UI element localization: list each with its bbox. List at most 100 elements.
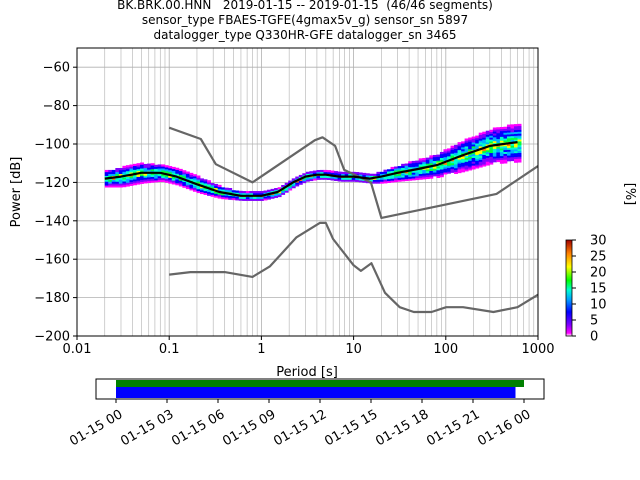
density-cell [478,161,483,164]
density-cell [390,180,395,183]
density-cell [446,150,451,153]
density-cell [492,140,497,144]
density-cell [189,172,194,176]
density-cell [457,157,462,160]
density-cell [482,156,487,159]
density-cell [496,134,501,138]
density-cell [171,182,176,185]
density-cell [454,152,458,155]
density-cell [468,154,473,158]
density-cell [468,139,473,142]
coverage-tick-label: 01-15 15 [322,407,380,449]
density-cell [200,187,204,191]
density-cell [175,171,180,174]
density-cell [478,165,483,168]
density-cell [235,190,240,193]
density-cell [468,152,473,156]
density-cell [478,157,483,160]
density-cell [425,161,430,164]
density-cell [432,158,437,162]
density-cell [485,130,490,133]
density-cell [111,185,116,188]
density-cell [422,169,427,172]
density-cell [397,166,402,169]
density-cell [291,182,296,185]
density-cell [129,176,134,179]
density-cell [514,133,518,136]
density-cell [147,178,152,182]
density-cell [192,187,197,190]
density-cell [514,154,518,158]
density-cell [129,166,134,169]
density-cell [231,192,236,195]
density-cell [125,182,130,185]
coverage-tick-label: 01-15 09 [220,407,278,449]
density-cell [443,149,448,152]
density-cell [242,196,247,200]
density-cell [411,160,416,164]
density-cell [348,177,353,180]
colorbar-tick-label: 20 [590,266,607,281]
density-cell [478,132,483,135]
density-cell [436,156,441,159]
density-cell [499,148,504,151]
density-cell [161,168,166,171]
coverage-tick-label: 01-15 06 [169,407,227,449]
density-cell [379,173,384,176]
density-cell [118,171,123,175]
density-cell [182,185,187,188]
density-cell [432,154,437,158]
density-cell [482,137,487,140]
density-cell [182,175,187,179]
density-cell [432,174,437,177]
density-cell [475,160,480,163]
density-cell [150,180,155,183]
density-cell [401,177,406,180]
density-cell [514,156,518,159]
density-cell [517,150,522,153]
density-cell [210,183,215,186]
density-cell [454,158,458,161]
density-cell [164,178,169,181]
density-cell [214,187,219,190]
density-cell [217,196,222,199]
density-cell [115,173,120,176]
density-cell [224,189,229,192]
density-cell [468,137,473,140]
density-cell [154,174,159,177]
density-cell [506,155,511,158]
density-cell [489,139,494,142]
density-cell [383,171,388,174]
density-cell [464,140,469,143]
density-cell [422,163,427,166]
density-cell [432,160,437,163]
density-cell [450,153,455,156]
density-cell [132,177,137,180]
density-cell [207,185,211,189]
density-cell [468,166,473,169]
density-cell [118,179,123,182]
density-cell [482,135,487,138]
density-cell [259,191,264,194]
density-cell [256,198,261,201]
density-cell [104,171,109,175]
density-cell [122,169,127,172]
density-cell [164,174,169,178]
density-cell [200,182,204,185]
density-cell [104,181,109,184]
density-cell [439,151,444,155]
density-cell [168,169,173,173]
density-cell [446,171,451,174]
density-cell [471,153,476,157]
density-cell [489,160,494,163]
density-cell [454,165,458,169]
density-cell [157,177,162,181]
density-cell [425,163,430,166]
density-cell [171,180,176,183]
density-cell [404,173,409,176]
density-cell [475,150,480,154]
density-cell [404,171,409,174]
density-cell [446,163,451,166]
density-cell [185,171,190,174]
density-cell [401,167,406,170]
